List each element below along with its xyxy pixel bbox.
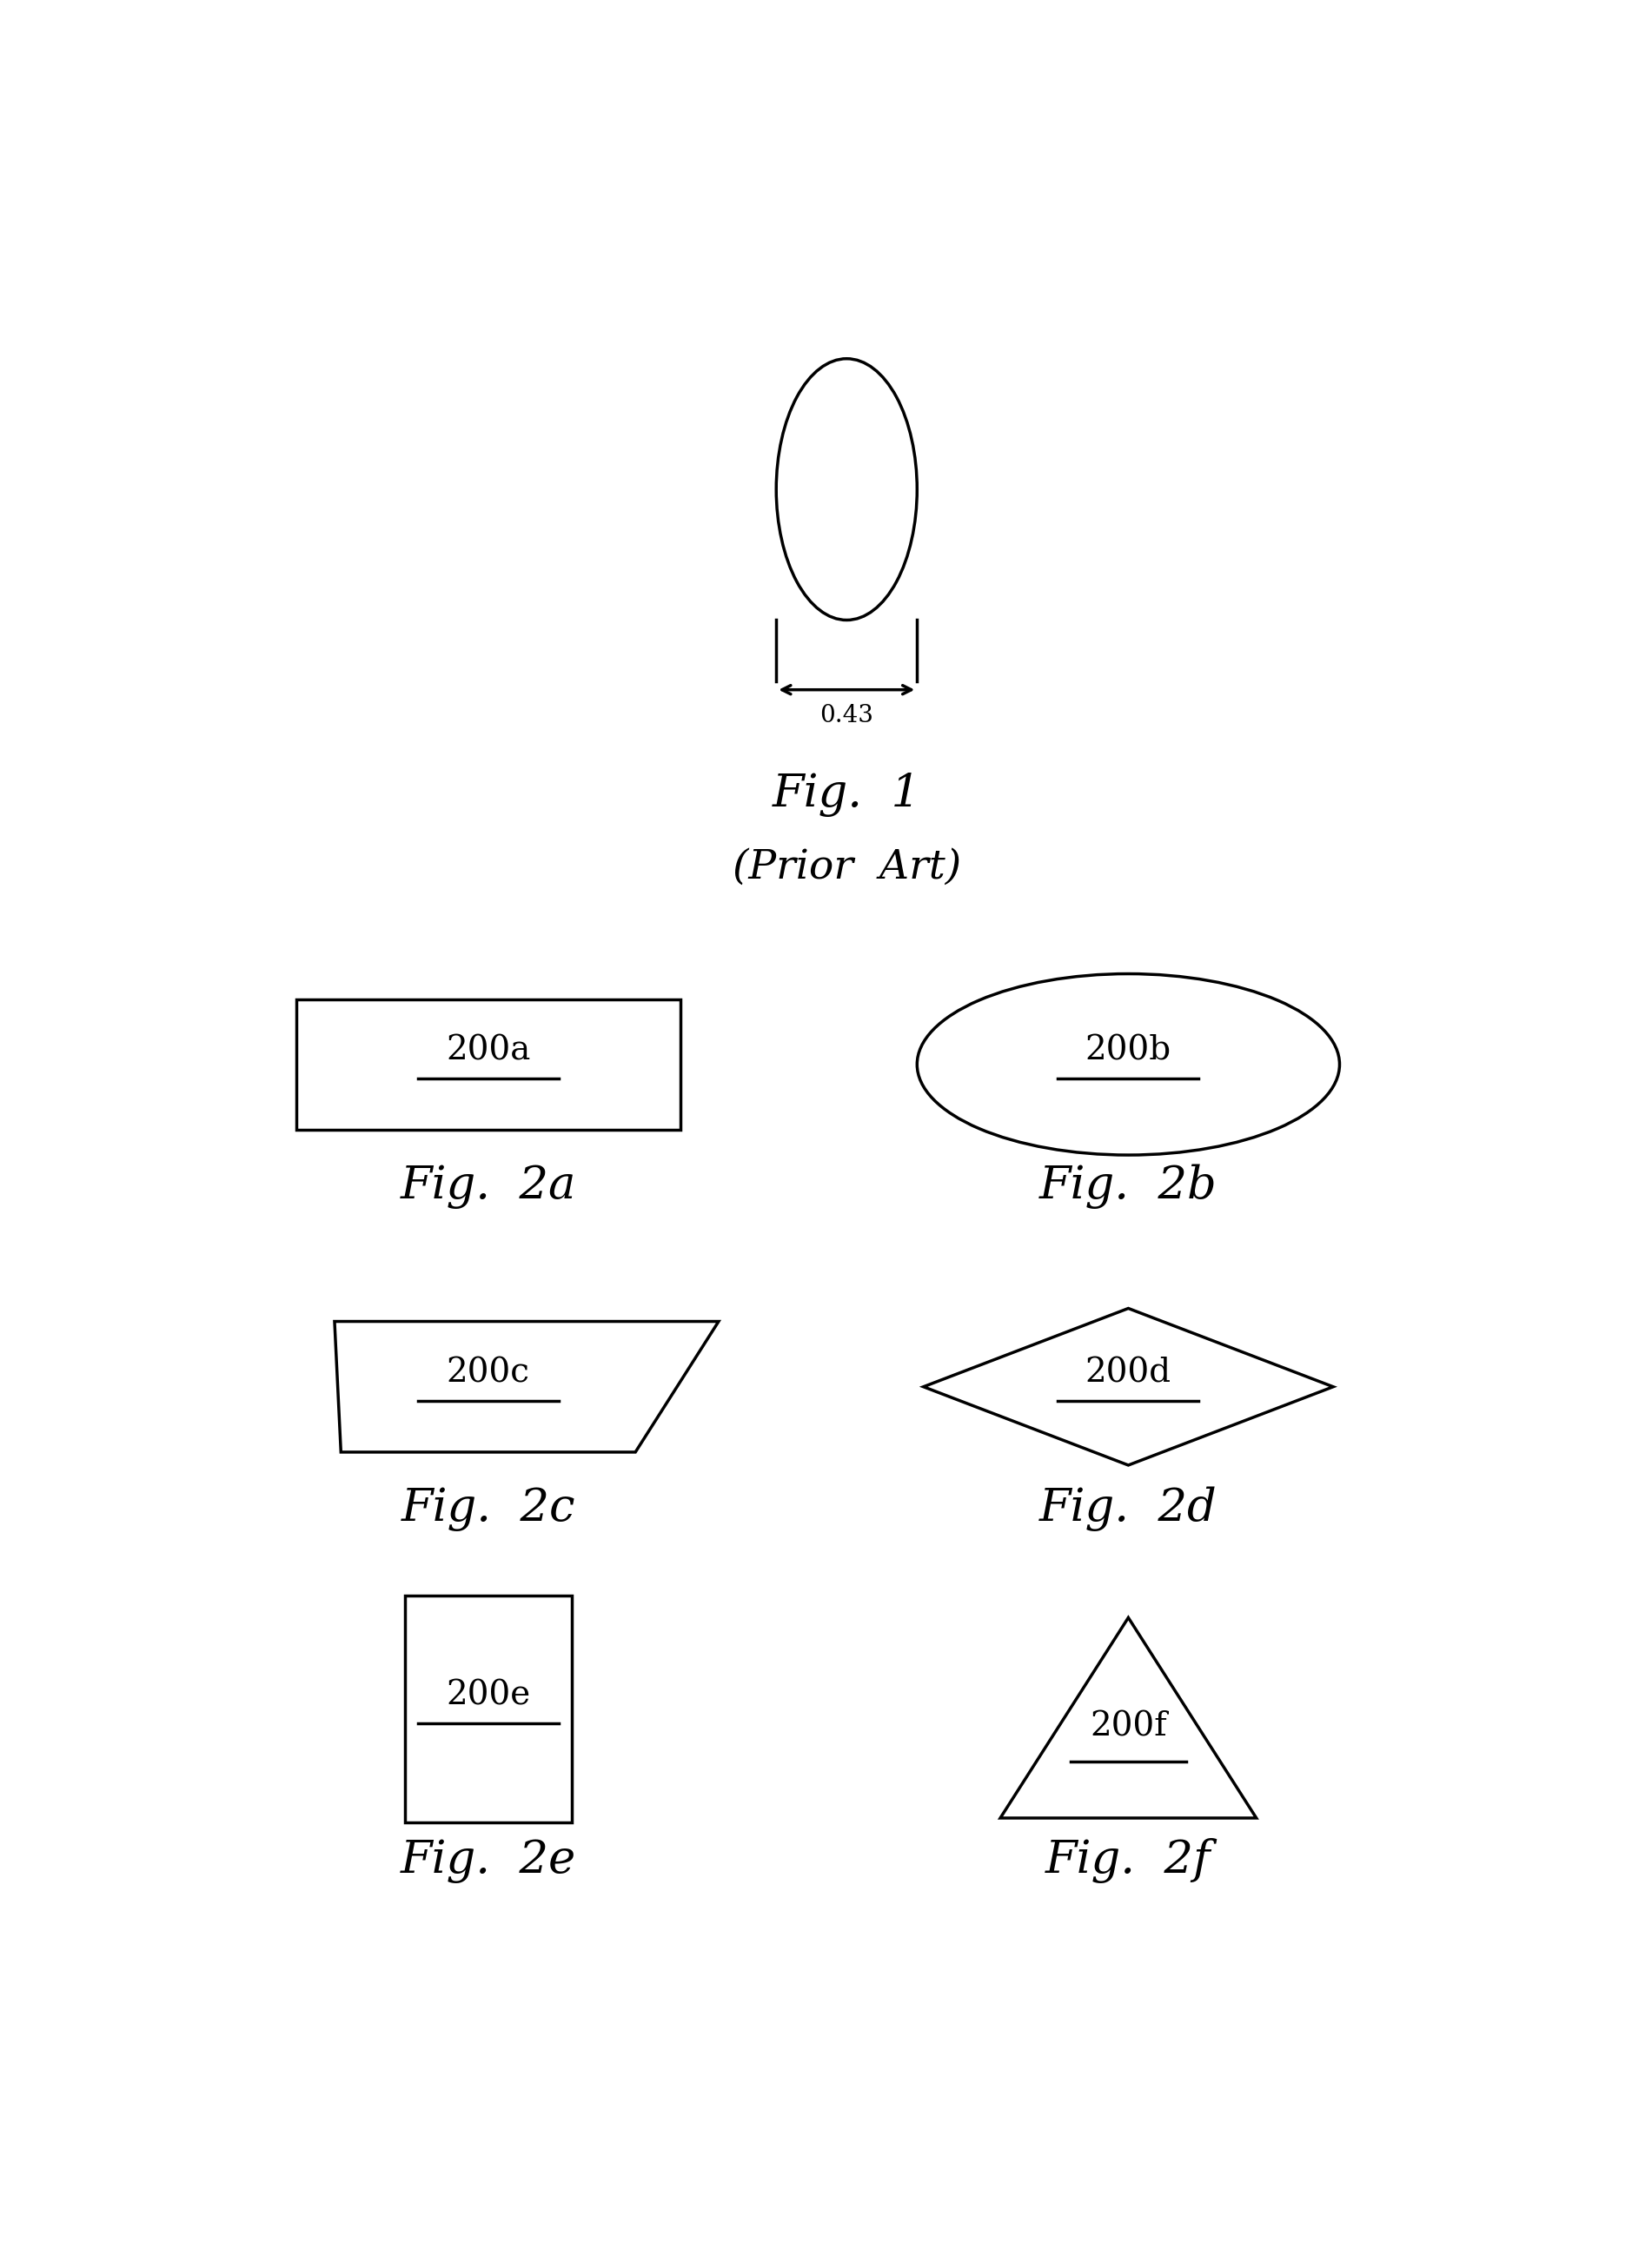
- Text: 200e: 200e: [446, 1679, 530, 1711]
- Text: Fig.  2c: Fig. 2c: [401, 1487, 575, 1530]
- Text: (Prior  Art): (Prior Art): [732, 849, 961, 887]
- Text: 200c: 200c: [446, 1358, 530, 1389]
- Text: 200d: 200d: [1085, 1358, 1171, 1389]
- Polygon shape: [923, 1308, 1333, 1464]
- Text: Fig.  2b: Fig. 2b: [1039, 1163, 1218, 1208]
- Text: 200a: 200a: [446, 1034, 530, 1066]
- Text: 0.43: 0.43: [819, 704, 874, 726]
- Text: Fig.  2f: Fig. 2f: [1046, 1838, 1211, 1883]
- Ellipse shape: [917, 973, 1340, 1154]
- Text: Fig.  2e: Fig. 2e: [400, 1838, 577, 1883]
- Ellipse shape: [776, 360, 917, 620]
- Text: Fig.  2d: Fig. 2d: [1039, 1487, 1218, 1532]
- Text: 200f: 200f: [1090, 1711, 1166, 1743]
- FancyBboxPatch shape: [296, 998, 681, 1129]
- Text: 200b: 200b: [1085, 1034, 1171, 1066]
- Text: Fig.  1: Fig. 1: [773, 772, 920, 817]
- Polygon shape: [1001, 1618, 1257, 1817]
- Text: Fig.  2a: Fig. 2a: [400, 1163, 577, 1208]
- FancyBboxPatch shape: [405, 1595, 572, 1822]
- Polygon shape: [335, 1322, 719, 1453]
